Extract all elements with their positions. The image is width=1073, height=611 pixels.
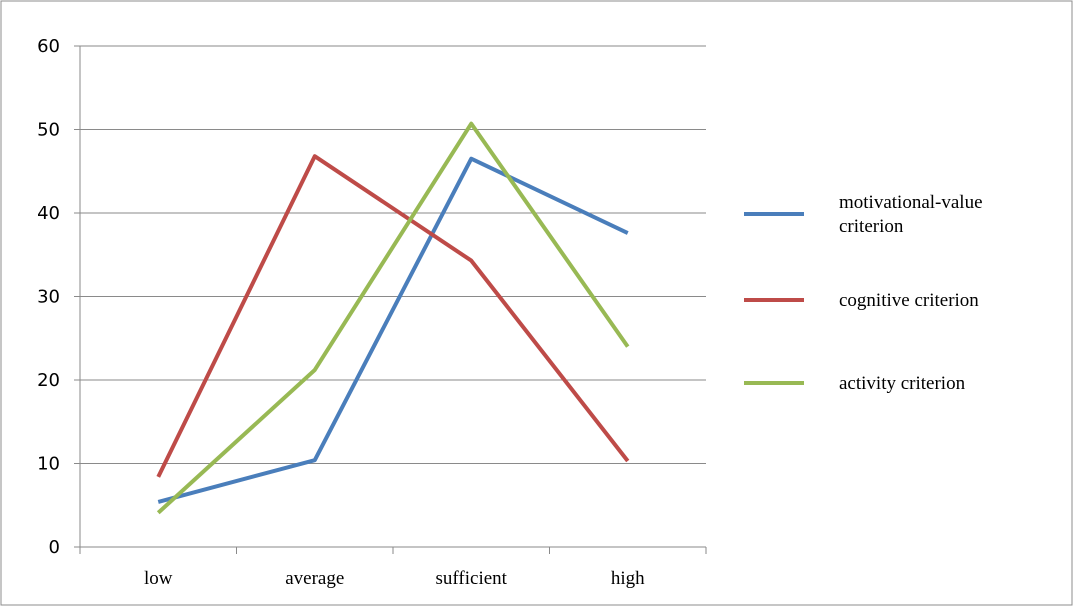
- legend-label: criterion: [839, 216, 904, 237]
- y-tick-label: 40: [37, 203, 60, 224]
- legend: motivational-value criterion cognitive cri…: [744, 192, 983, 394]
- x-tick-label: high: [611, 568, 645, 589]
- legend-label: cognitive criterion: [839, 290, 979, 311]
- series-line: [156, 154, 630, 478]
- series-lines: [156, 121, 630, 515]
- y-tick-label: 20: [37, 370, 60, 391]
- y-tick-label: 60: [37, 36, 60, 57]
- series-line: [157, 156, 629, 504]
- y-tick-label: 0: [49, 537, 60, 558]
- x-tick-label: average: [285, 568, 344, 589]
- axes: 0 10 20 30 40 50 60 low average sufficient high: [37, 36, 707, 589]
- x-tick-label: low: [144, 568, 173, 589]
- x-tick-label: sufficient: [436, 568, 508, 589]
- gridlines: [80, 45, 706, 464]
- series-line: [156, 121, 630, 515]
- legend-label: activity criterion: [839, 373, 966, 394]
- y-tick-label: 30: [37, 287, 60, 308]
- y-tick-label: 50: [37, 120, 60, 141]
- y-tick-label: 10: [37, 454, 60, 475]
- legend-label: motivational-value: [839, 192, 983, 213]
